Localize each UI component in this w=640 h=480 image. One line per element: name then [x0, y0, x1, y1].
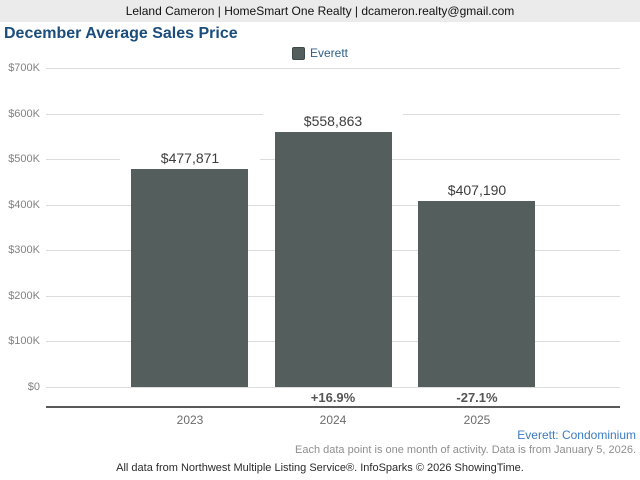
- footnote-series-scope: Everett: Condominium: [517, 428, 636, 442]
- x-axis-line: [46, 406, 620, 408]
- y-axis-tick-label: $0: [27, 381, 40, 393]
- y-axis-tick-label: $300K: [8, 244, 40, 256]
- footer-attribution: All data from Northwest Multiple Listing…: [116, 462, 524, 474]
- bar-value-label: $477,871: [120, 150, 260, 166]
- pct-change-label: +16.9%: [310, 390, 356, 405]
- bar-2024[interactable]: [275, 132, 392, 387]
- chart-title: December Average Sales Price: [4, 25, 238, 42]
- footnote-data-note: Each data point is one month of activity…: [295, 444, 636, 456]
- y-axis-tick-label: $400K: [8, 199, 40, 211]
- y-axis-tick-label: $700K: [8, 62, 40, 74]
- x-axis-label: 2023: [176, 413, 204, 427]
- y-axis-tick-label: $100K: [8, 335, 40, 347]
- header-bar: Leland Cameron | HomeSmart One Realty | …: [0, 0, 640, 22]
- legend-swatch[interactable]: [291, 46, 305, 60]
- x-axis-label: 2024: [319, 413, 347, 427]
- legend[interactable]: Everett: [0, 45, 640, 61]
- y-axis-tick-label: $600K: [8, 108, 40, 120]
- agent-contact-line: Leland Cameron | HomeSmart One Realty | …: [125, 4, 515, 18]
- y-axis-tick-label: $200K: [8, 290, 40, 302]
- pct-change-label: -27.1%: [456, 390, 498, 405]
- bar-2025[interactable]: [418, 201, 535, 387]
- x-axis-label: 2025: [463, 413, 491, 427]
- gridline: [46, 387, 620, 388]
- legend-label[interactable]: Everett: [309, 46, 348, 60]
- y-axis-tick-label: $500K: [8, 153, 40, 165]
- bar-value-label: $407,190: [407, 182, 547, 198]
- bar-2023[interactable]: [131, 169, 248, 387]
- gridline: [46, 68, 620, 69]
- bar-value-label: $558,863: [263, 113, 403, 129]
